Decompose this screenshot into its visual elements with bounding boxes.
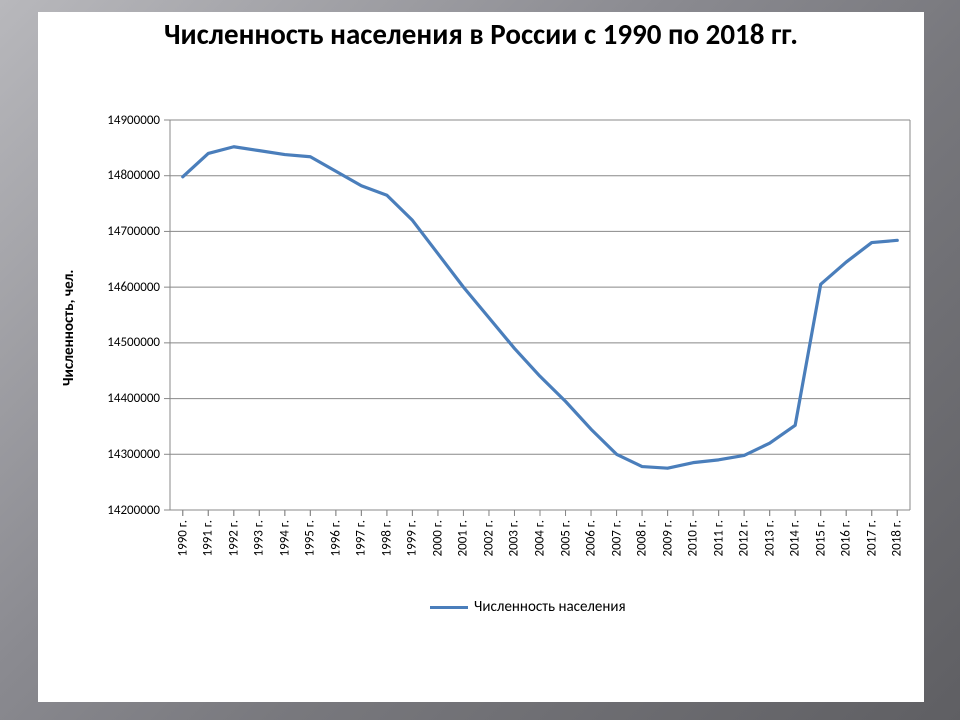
population-line xyxy=(183,147,897,468)
x-tick-label: 2014 г. xyxy=(788,520,803,556)
x-tick-label: 2008 г. xyxy=(635,520,650,556)
x-tick-label: 1992 г. xyxy=(226,520,241,556)
y-tick-label: 14500000 xyxy=(107,335,160,350)
x-tick-label: 2002 г. xyxy=(481,520,496,556)
x-tick-label: 2007 г. xyxy=(609,520,624,556)
x-tick-label: 1990 г. xyxy=(175,520,190,556)
y-tick-label: 14300000 xyxy=(107,447,160,462)
x-tick-label: 2011 г. xyxy=(711,520,726,556)
y-tick-label: 14700000 xyxy=(107,224,160,239)
x-tick-label: 1997 г. xyxy=(354,520,369,556)
y-tick-label: 14800000 xyxy=(107,168,160,183)
legend-swatch xyxy=(430,606,468,609)
x-tick-label: 1995 г. xyxy=(303,520,318,556)
x-tick-label: 2004 г. xyxy=(533,520,548,556)
x-tick-label: 2013 г. xyxy=(762,520,777,556)
y-tick-label: 14900000 xyxy=(107,113,160,128)
x-tick-label: 2018 г. xyxy=(890,520,905,556)
x-tick-label: 2003 г. xyxy=(507,520,522,556)
x-tick-label: 1999 г. xyxy=(405,520,420,556)
plot-container: Численность, чел. 14200000 14300000 144000… xyxy=(38,12,924,702)
x-tick-label: 2000 г. xyxy=(430,520,445,556)
x-tick-label: 1993 г. xyxy=(252,520,267,556)
x-tick-label: 2006 г. xyxy=(584,520,599,556)
y-tick-label: 14400000 xyxy=(107,391,160,406)
x-tick-label: 1994 г. xyxy=(277,520,292,556)
x-tick-label: 1991 г. xyxy=(201,520,216,556)
x-tick-label: 2001 г. xyxy=(456,520,471,556)
y-axis-title: Численность, чел. xyxy=(60,270,78,386)
x-tick-label: 2005 г. xyxy=(558,520,573,556)
legend-label: Численность населения xyxy=(474,598,626,616)
x-tick-label: 2015 г. xyxy=(813,520,828,556)
y-tick-label: 14200000 xyxy=(107,503,160,518)
chart-panel: Численность населения в России с 1990 по… xyxy=(38,12,924,702)
x-tick-label: 2017 г. xyxy=(864,520,879,556)
x-tick-label: 1996 г. xyxy=(328,520,343,556)
x-tick-label: 2010 г. xyxy=(686,520,701,556)
x-tick-label: 2009 г. xyxy=(660,520,675,556)
x-tick-label: 1998 г. xyxy=(379,520,394,556)
slide-background: Численность населения в России с 1990 по… xyxy=(0,0,960,720)
y-tick-label: 14600000 xyxy=(107,280,160,295)
x-tick-label: 2012 г. xyxy=(737,520,752,556)
legend: Численность населения xyxy=(430,598,626,616)
x-tick-label: 2016 г. xyxy=(839,520,854,556)
